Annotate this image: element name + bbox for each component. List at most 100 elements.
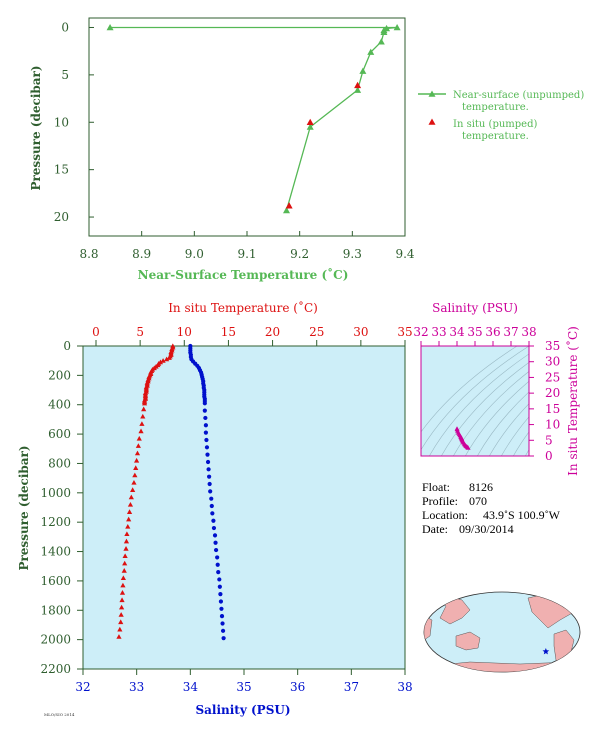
temperature-point — [141, 406, 147, 412]
temperature-point — [141, 400, 148, 406]
salinity-point — [217, 584, 222, 589]
ts-contour — [421, 346, 518, 433]
ts-contour — [429, 353, 529, 456]
legend-label-pumped-line-2: temperature. — [462, 131, 529, 142]
map-land-antarctica — [424, 661, 580, 672]
ts-contour — [525, 449, 529, 456]
near-surface-point-1 — [285, 202, 293, 209]
ts-x-tick-label: 32 — [413, 325, 428, 339]
temperature-tick-label: 10 — [177, 325, 192, 339]
near-surface-x-tick-label: 9.1 — [237, 247, 256, 261]
near-surface-y-axis-label: Pressure (decibar) — [29, 65, 43, 190]
temperature-point — [127, 501, 134, 507]
pressure-axis-ticks: 0 200 400 600 800 1000 1200 1400 1600 1800 2000 220… — [40, 339, 83, 676]
profile-value: 070 — [469, 494, 487, 508]
salinity-point — [211, 525, 217, 531]
temperature-point — [118, 612, 124, 617]
salinity-tick-label: 36 — [290, 680, 305, 694]
ts-y-tick-label: 30 — [545, 355, 560, 369]
ts-x-tick-label: 38 — [521, 325, 536, 339]
ts-series — [454, 426, 471, 450]
temperature-point — [119, 590, 126, 595]
ts-salinity-axis-label: Salinity (PSU) — [432, 301, 518, 315]
salinity-point — [208, 489, 213, 494]
near-surface-point-0 — [354, 86, 362, 93]
salinity-point — [203, 430, 208, 435]
salinity-point — [215, 562, 220, 567]
salinity-tick-label: 32 — [75, 680, 90, 694]
temperature-point — [124, 531, 130, 537]
salinity-point — [213, 540, 218, 545]
ts-contour — [421, 346, 529, 451]
temperature-point — [126, 509, 133, 514]
ts-temperature-axis-label: In situ Temperature (˚C) — [565, 326, 580, 476]
temperature-point — [122, 553, 128, 559]
float-label: Float: — [422, 480, 451, 494]
legend-marker-pumped — [428, 118, 436, 125]
temperature-point — [134, 450, 141, 456]
salinity-point — [202, 401, 207, 406]
near-surface-point-0 — [380, 28, 388, 36]
temperature-point — [116, 634, 122, 639]
salinity-point — [215, 555, 220, 560]
near-surface-y-tick-label: 0 — [61, 20, 69, 34]
salinity-tick-label: 34 — [183, 680, 199, 694]
legend-label-pumped-line-1: In situ (pumped) — [453, 119, 537, 130]
pressure-tick-label: 1000 — [40, 486, 71, 500]
ts-contour — [501, 416, 529, 456]
ts-x-tick-label: 33 — [431, 325, 446, 339]
temperature-point — [131, 479, 137, 485]
ts-y-tick-label: 15 — [545, 402, 560, 416]
temperature-tick-label: 30 — [353, 325, 368, 339]
temperature-point — [126, 516, 132, 522]
temperature-point — [136, 435, 142, 441]
ts-x-tick-label: 37 — [503, 325, 518, 339]
salinity-tick-label: 38 — [397, 680, 412, 694]
salinity-point — [207, 481, 212, 487]
temperature-axis-ticks: 0 5 10 15 20 25 30 35 — [92, 325, 413, 346]
world-map — [423, 591, 581, 673]
near-surface-point-1 — [354, 81, 362, 89]
salinity-point — [219, 614, 225, 619]
salinity-axis-ticks: 32 33 34 35 36 37 38 — [75, 669, 413, 694]
near-surface-x-tick-label: 9.3 — [343, 247, 362, 261]
near-surface-y-tick-label: 10 — [54, 115, 69, 129]
ts-contour — [465, 380, 529, 456]
date-row: Date: 09/30/2014 — [422, 522, 560, 536]
temperature-point — [135, 443, 141, 448]
ts-contour — [513, 431, 529, 456]
deep-profile-series — [116, 343, 226, 641]
ts-contour — [441, 362, 529, 456]
temperature-point — [134, 457, 140, 463]
location-value: 43.9˚S 100.9˚W — [483, 508, 560, 522]
date-label: Date: — [422, 522, 448, 536]
near-surface-y-tick-label: 20 — [54, 210, 69, 224]
salinity-point — [209, 503, 214, 509]
temperature-tick-label: 25 — [309, 325, 324, 339]
near-surface-point-0 — [367, 48, 375, 55]
ts-y-tick-label: 0 — [545, 449, 553, 463]
ts-x-tick-label: 34 — [449, 325, 465, 339]
temperature-point — [132, 472, 138, 478]
legend-label-unpumped-line-2: temperature. — [462, 102, 529, 113]
temperature-point — [120, 582, 126, 588]
map-land-australia — [455, 631, 481, 651]
salinity-point — [205, 452, 210, 457]
legend-label-unpumped: Near-surface (unpumped) temperature. — [453, 90, 587, 113]
salinity-tick-label: 37 — [344, 680, 359, 694]
deep-profile-plot-background — [82, 345, 406, 670]
salinity-point — [217, 577, 222, 582]
ts-y-tick-label: 25 — [545, 370, 560, 384]
ts-plot-background — [421, 346, 529, 456]
temperature-point — [133, 465, 139, 470]
temperature-point — [138, 428, 144, 434]
legend-label-unpumped-line-1: Near-surface (unpumped) — [453, 90, 584, 101]
float-info: Float: 8126 Profile: 070 Location: 43.9˚… — [422, 480, 560, 536]
salinity-point — [220, 628, 226, 633]
ts-density-contours — [421, 346, 529, 456]
temperature-point — [119, 597, 125, 603]
pressure-tick-label: 600 — [48, 427, 71, 441]
near-surface-y-tick-label: 5 — [61, 68, 69, 82]
